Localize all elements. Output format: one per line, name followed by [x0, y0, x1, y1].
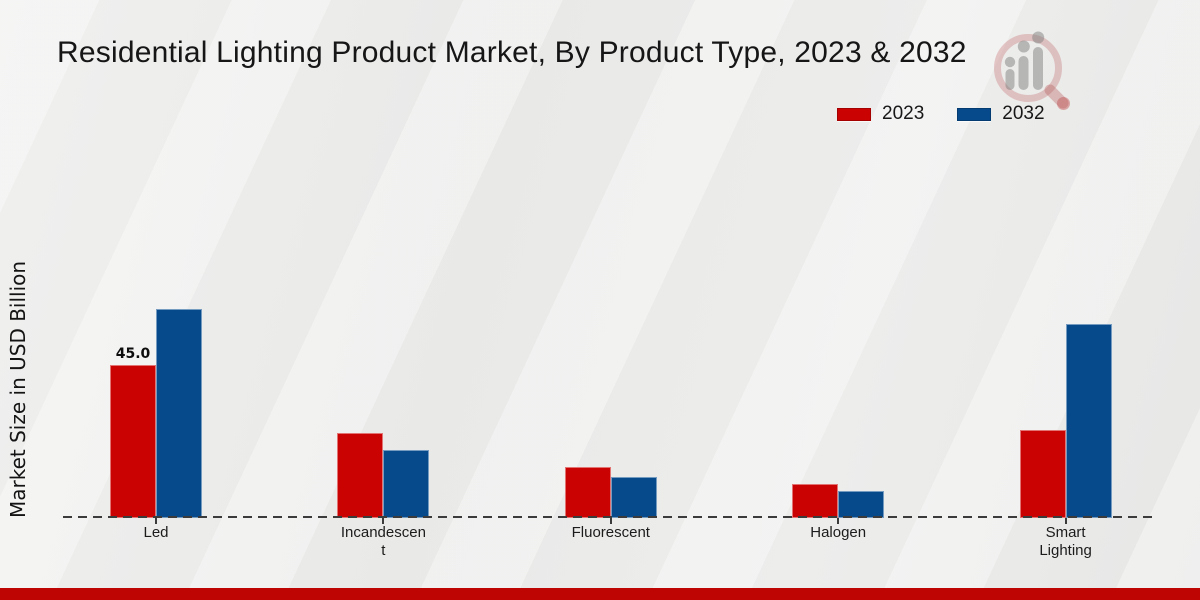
legend-swatch-2023 — [837, 107, 871, 121]
y-axis-label: Market Size in USD Billion — [6, 260, 30, 518]
x-axis-tick-incandescent — [382, 518, 385, 524]
legend-swatch-2032 — [957, 107, 992, 121]
bar-2023-fluorescent — [564, 467, 611, 518]
bar-2032-smart-lighting — [1065, 324, 1112, 518]
bar-2032-incandescent — [383, 450, 430, 518]
chart-title: Residential Lighting Product Market, By … — [57, 36, 967, 69]
legend-item-2032: 2032 — [957, 103, 1045, 125]
bar-2023-smart-lighting — [1019, 430, 1066, 518]
x-axis-tick-halogen — [837, 518, 840, 524]
bar-2023-led — [110, 365, 156, 518]
category-label-halogen: Halogen — [810, 524, 867, 541]
bar-2032-halogen — [838, 491, 885, 518]
legend: 2023 2032 — [837, 103, 1045, 125]
value-label-2023-led: 45.0 — [115, 346, 151, 362]
category-label-incandescent: Incandescen t — [340, 524, 426, 559]
legend-label-2032: 2032 — [1002, 103, 1045, 124]
bar-2032-led — [156, 309, 202, 518]
category-label-smart-lighting: Smart Lighting — [1039, 524, 1092, 559]
bar-2023-halogen — [792, 484, 839, 518]
bar-2023-incandescent — [337, 433, 384, 518]
x-axis-tick-led — [155, 518, 157, 524]
market-research-future-logo-watermark — [994, 31, 1070, 110]
x-axis-dashed-baseline — [63, 516, 1158, 518]
x-axis-tick-fluorescent — [609, 518, 612, 524]
legend-label-2023: 2023 — [882, 103, 925, 124]
category-label-fluorescent: Fluorescent — [571, 524, 650, 541]
category-label-led: Led — [143, 524, 169, 541]
footer-red-strip — [0, 588, 1200, 600]
bar-2032-fluorescent — [610, 477, 657, 518]
x-axis-tick-smart-lighting — [1064, 518, 1067, 524]
legend-item-2023: 2023 — [837, 103, 924, 125]
